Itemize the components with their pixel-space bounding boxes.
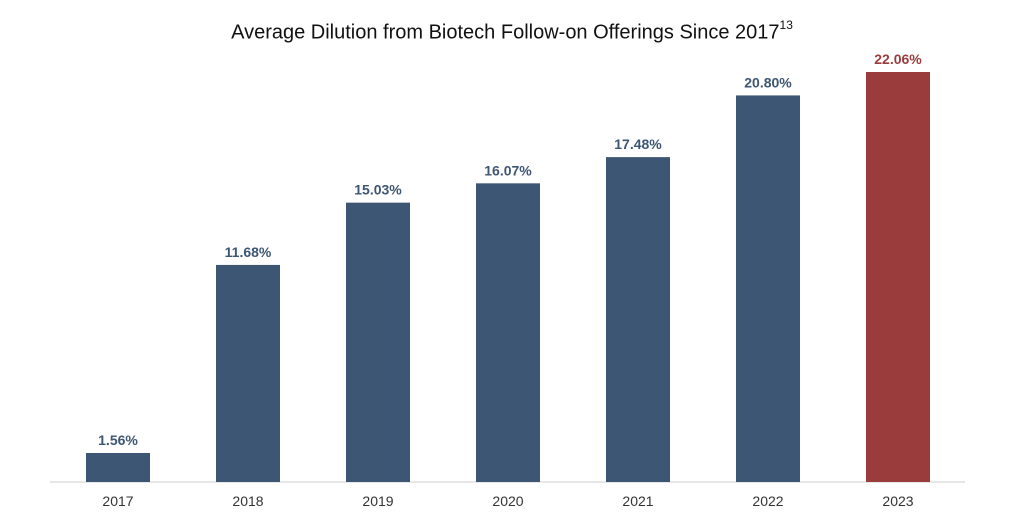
value-label-2020: 16.07% — [484, 162, 532, 178]
bars-group — [86, 72, 930, 483]
chart-title-footnote: 13 — [779, 18, 793, 32]
x-tick-2022: 2022 — [752, 493, 783, 509]
value-labels-group: 1.56% 11.68% 15.03% 16.07% 17.48% 20.80% 22.06… — [98, 51, 922, 448]
x-tick-2021: 2021 — [622, 493, 653, 509]
value-label-2017: 1.56% — [98, 432, 138, 448]
value-label-2021: 17.48% — [614, 136, 662, 152]
x-tick-2023: 2023 — [882, 493, 913, 509]
x-tick-2017: 2017 — [102, 493, 133, 509]
x-tick-2018: 2018 — [232, 493, 263, 509]
chart-title-text: Average Dilution from Biotech Follow-on … — [231, 21, 780, 44]
bar-2018 — [216, 264, 280, 482]
x-tick-2020: 2020 — [492, 493, 523, 509]
x-tick-labels-group: 2017 2018 2019 2020 2021 2022 2023 — [102, 493, 913, 509]
value-label-2018: 11.68% — [225, 244, 272, 260]
bar-2020 — [476, 183, 540, 483]
value-label-2019: 15.03% — [354, 182, 402, 198]
value-label-2022: 20.80% — [744, 74, 792, 90]
x-tick-2019: 2019 — [362, 493, 393, 509]
bar-2017 — [86, 453, 150, 482]
chart-title: Average Dilution from Biotech Follow-on … — [0, 18, 1024, 45]
value-label-2023: 22.06% — [874, 51, 922, 67]
bar-2021 — [606, 157, 670, 483]
bar-2022 — [736, 95, 800, 482]
bar-2023 — [866, 72, 930, 482]
bar-2019 — [346, 202, 410, 483]
